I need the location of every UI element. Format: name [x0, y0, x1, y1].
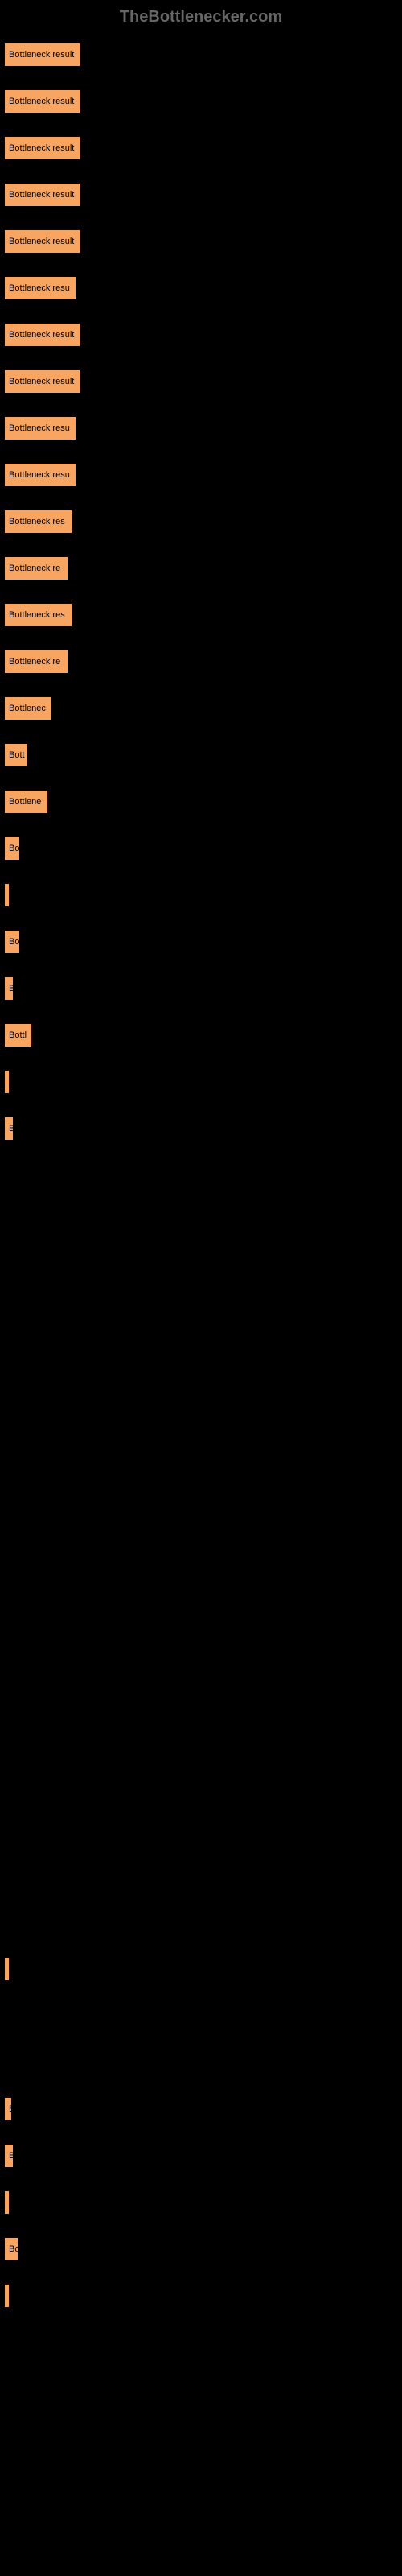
bar-row: Bottleneck resu [4, 416, 402, 440]
bar-row: Bottlenec [4, 696, 402, 720]
chart-bar [4, 1070, 10, 1094]
bar-row [4, 1443, 402, 1468]
bar-row: Bottleneck result [4, 89, 402, 114]
bar-chart: Bottleneck result Bottleneck result Bottle… [0, 43, 402, 2308]
bar-row [4, 1770, 402, 1794]
chart-bar: Bottleneck res [4, 510, 72, 534]
bar-row: Bottlene [4, 790, 402, 814]
chart-bar: Bo [4, 836, 20, 861]
chart-bar: Bottleneck resu [4, 463, 76, 487]
bar-row [4, 1864, 402, 1888]
chart-bar: B [4, 2097, 12, 2121]
bar-row: Bo [4, 2237, 402, 2261]
bar-row: Bottl [4, 1023, 402, 1047]
bar-row [4, 883, 402, 907]
chart-bar [4, 2284, 10, 2308]
chart-bar: Bottleneck result [4, 323, 80, 347]
chart-bar: Bottleneck result [4, 43, 80, 67]
chart-bar: Bottl [4, 1023, 32, 1047]
chart-bar: Bottlene [4, 790, 48, 814]
bar-row: Bottleneck result [4, 43, 402, 67]
bar-row [4, 1303, 402, 1327]
bar-row: Bott [4, 743, 402, 767]
chart-bar: B [4, 2144, 14, 2168]
bar-row [4, 1583, 402, 1608]
site-header: TheBottlenecker.com [0, 8, 402, 27]
bar-row: Bottleneck result [4, 369, 402, 394]
bar-row: Bottleneck re [4, 556, 402, 580]
chart-bar: Bo [4, 930, 20, 954]
chart-bar: B [4, 1117, 14, 1141]
bar-row: Bottleneck resu [4, 463, 402, 487]
bar-row [4, 1490, 402, 1514]
bar-row: Bottleneck resu [4, 276, 402, 300]
bar-row [4, 2050, 402, 2074]
chart-bar: Bottleneck result [4, 229, 80, 254]
bar-row: Bottleneck result [4, 183, 402, 207]
chart-bar: Bottleneck result [4, 136, 80, 160]
chart-bar: Bottleneck result [4, 369, 80, 394]
bar-row: B [4, 976, 402, 1001]
bar-row: Bottleneck res [4, 510, 402, 534]
chart-bar: Bo [4, 2237, 18, 2261]
bar-row [4, 1817, 402, 1841]
bar-row [4, 1350, 402, 1374]
chart-bar: Bottleneck res [4, 603, 72, 627]
bar-row [4, 1257, 402, 1281]
bar-row [4, 1910, 402, 1934]
bar-row: Bottleneck res [4, 603, 402, 627]
bar-row: B [4, 2144, 402, 2168]
bar-row: Bottleneck result [4, 229, 402, 254]
chart-bar: Bottleneck resu [4, 416, 76, 440]
bar-row [4, 2004, 402, 2028]
chart-bar: Bottleneck resu [4, 276, 76, 300]
chart-bar [4, 2190, 10, 2215]
bar-row [4, 1724, 402, 1748]
bar-row: Bottleneck re [4, 650, 402, 674]
chart-bar: Bott [4, 743, 28, 767]
chart-bar [4, 883, 10, 907]
bar-row [4, 1630, 402, 1654]
bar-row [4, 1537, 402, 1561]
chart-bar: Bottleneck re [4, 650, 68, 674]
bar-row: B [4, 1117, 402, 1141]
bar-row [4, 1070, 402, 1094]
bar-row: Bo [4, 836, 402, 861]
bar-row: B [4, 2097, 402, 2121]
chart-bar: Bottleneck result [4, 183, 80, 207]
chart-bar: Bottleneck result [4, 89, 80, 114]
bar-row [4, 2190, 402, 2215]
bar-row: Bottleneck result [4, 136, 402, 160]
chart-bar: Bottlenec [4, 696, 52, 720]
bar-row [4, 1677, 402, 1701]
bar-row: Bottleneck result [4, 323, 402, 347]
bar-row [4, 1163, 402, 1187]
chart-bar: B [4, 976, 14, 1001]
bar-row [4, 1210, 402, 1234]
bar-row [4, 1397, 402, 1421]
bar-row [4, 1957, 402, 1981]
bar-row: Bo [4, 930, 402, 954]
chart-bar: Bottleneck re [4, 556, 68, 580]
chart-bar [4, 1957, 10, 1981]
bar-row [4, 2284, 402, 2308]
